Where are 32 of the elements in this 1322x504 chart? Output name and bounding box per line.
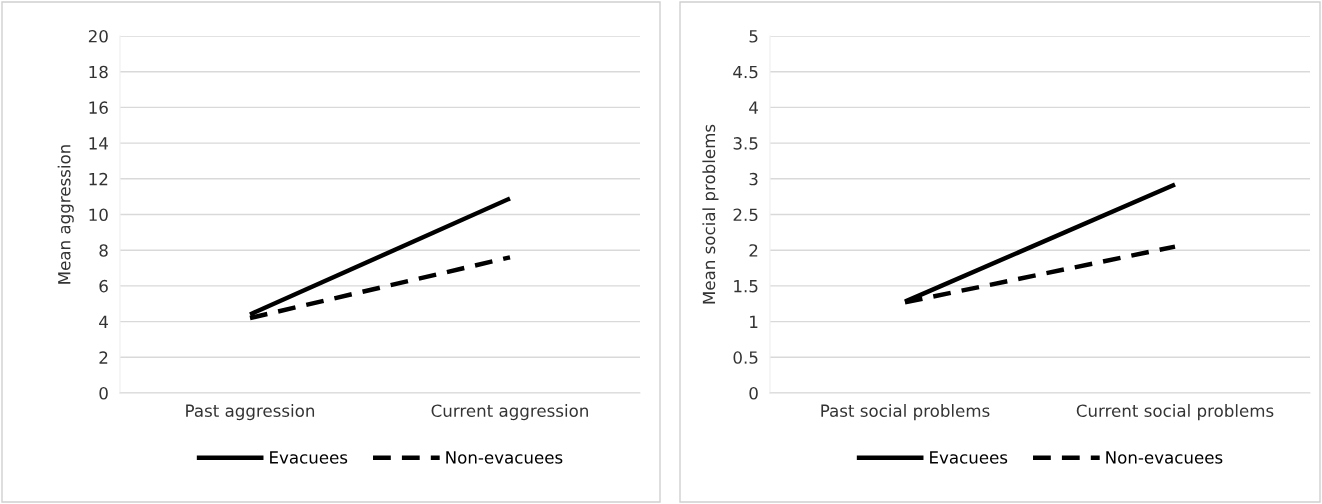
legend-label: Non-evacuees (1106, 451, 1223, 464)
y-axis-title: Mean social problems (702, 124, 719, 304)
y-tick-label: 2 (749, 244, 758, 257)
y-tick-label: 12 (89, 172, 108, 186)
y-tick-label: 20 (88, 29, 108, 43)
x-tick-label: Current social problems (1076, 404, 1274, 421)
y-tick-label: 6 (99, 279, 108, 293)
legend-label: Evacuees (930, 451, 1008, 464)
legend-label: Evacuees (270, 451, 348, 464)
y-tick-label: 3 (749, 172, 758, 186)
y-axis-title: Mean aggression (57, 145, 74, 284)
y-tick-label: 1 (750, 315, 758, 328)
y-tick-label: 4.5 (733, 65, 758, 79)
y-tick-label: 0 (749, 386, 758, 400)
y-tick-label: 14 (89, 137, 108, 150)
y-tick-label: 1.5 (734, 280, 758, 293)
y-tick-label: 16 (89, 101, 108, 114)
y-tick-label: 2 (99, 351, 108, 364)
x-tick-label: Past aggression (186, 404, 315, 421)
y-tick-label: 8 (99, 244, 108, 257)
y-tick-label: 5 (749, 30, 758, 43)
y-tick-label: 4 (749, 101, 758, 114)
x-tick-label: Past social problems (821, 404, 990, 421)
y-tick-label: 2.5 (733, 208, 758, 222)
y-tick-label: 0 (99, 386, 108, 400)
legend-label: Non-evacuees (446, 451, 563, 464)
y-tick-label: 4 (99, 315, 108, 328)
y-tick-label: 0.5 (733, 351, 758, 364)
y-tick-label: 3.5 (733, 137, 758, 150)
y-tick-label: 10 (89, 208, 108, 222)
y-tick-label: 18 (89, 65, 108, 79)
x-tick-label: Current aggression (431, 404, 588, 421)
